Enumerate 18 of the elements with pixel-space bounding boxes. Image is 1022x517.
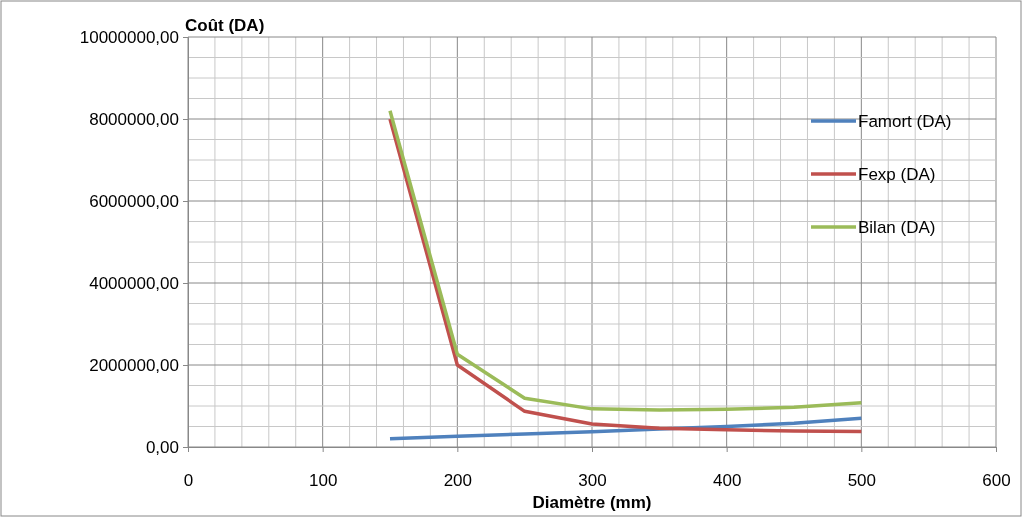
x-tick-label: 200 xyxy=(443,471,473,491)
y-tick-label: 2000000,00 xyxy=(89,355,179,375)
legend-label: Fexp (DA) xyxy=(858,165,936,184)
y-axis-title: Coût (DA) xyxy=(185,16,265,35)
x-tick-label: 400 xyxy=(712,471,742,491)
x-tick-label: 300 xyxy=(578,471,607,491)
y-tick-label: 10000000,00 xyxy=(79,27,179,47)
y-tick-label: 8000000,00 xyxy=(89,109,179,129)
y-tick-label: 6000000,00 xyxy=(89,191,179,211)
legend-label: Famort (DA) xyxy=(858,112,952,131)
y-tick-label: 4000000,00 xyxy=(89,273,179,293)
legend-label: Bilan (DA) xyxy=(858,218,936,237)
x-axis-title: Diamètre (mm) xyxy=(532,493,652,512)
y-tick-label: 0,00 xyxy=(145,437,179,457)
x-tick-label: 100 xyxy=(308,471,338,491)
x-tick-label: 500 xyxy=(847,471,877,491)
x-tick-label: 0 xyxy=(183,471,194,491)
x-tick-label: 600 xyxy=(982,471,1011,491)
